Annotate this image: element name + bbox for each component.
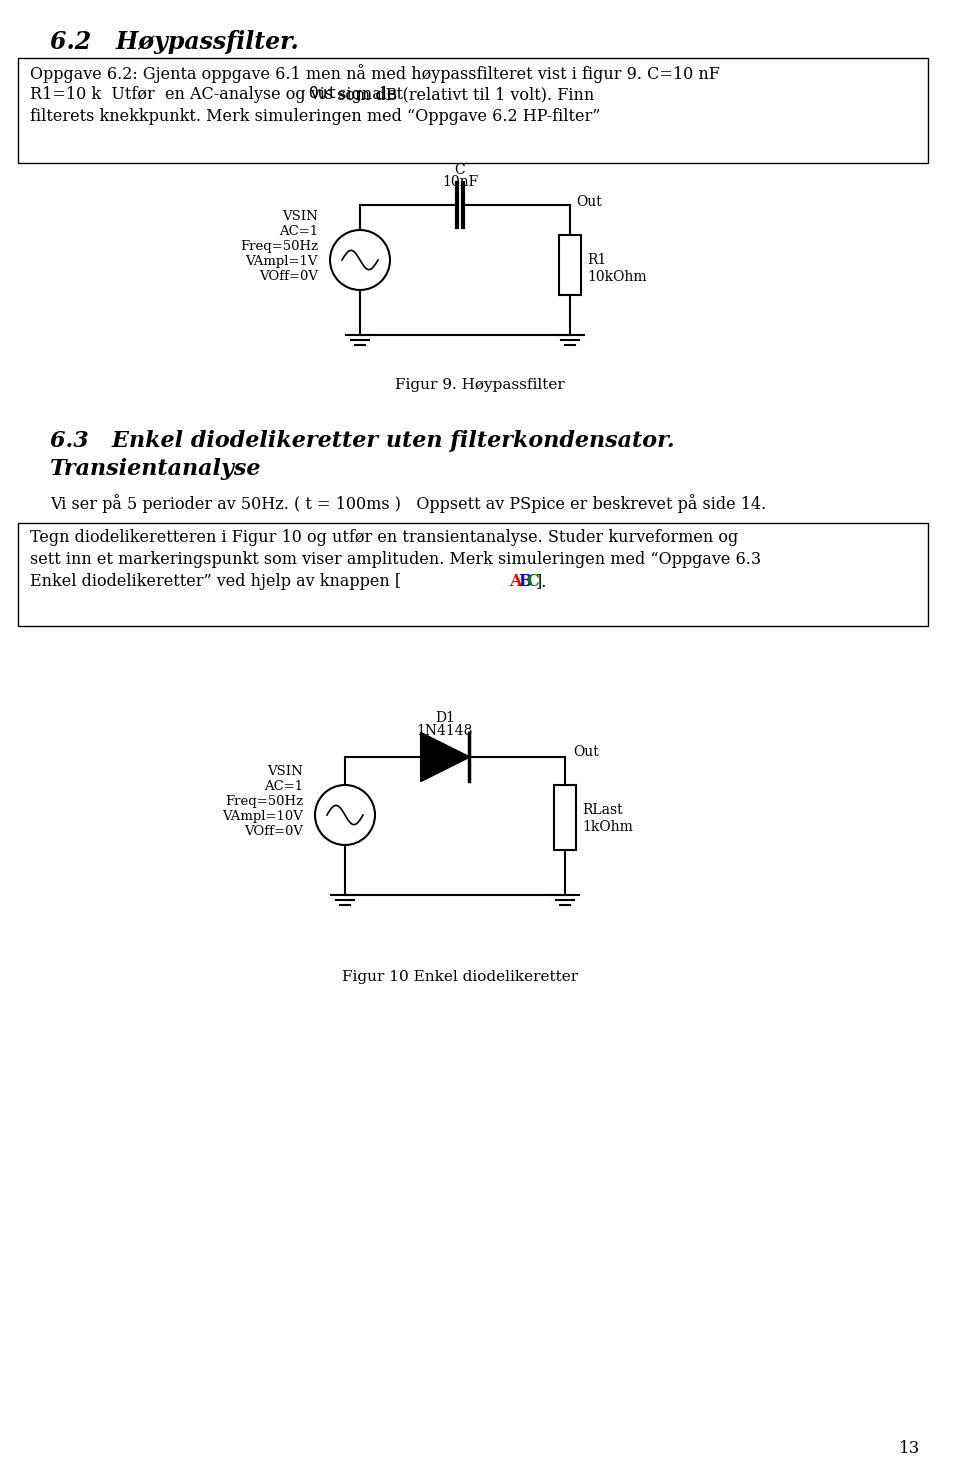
Text: 6.3   Enkel diodelikeretter uten filterkondensator.: 6.3 Enkel diodelikeretter uten filterkon… bbox=[50, 430, 675, 452]
Text: VSIN: VSIN bbox=[282, 210, 318, 223]
Text: Figur 9. Høypassfilter: Figur 9. Høypassfilter bbox=[396, 377, 564, 392]
Text: Freq=50Hz: Freq=50Hz bbox=[240, 240, 318, 254]
Text: ].: ]. bbox=[536, 573, 547, 590]
Text: filterets knekkpunkt. Merk simuleringen med “Oppgave 6.2 HP-filter”: filterets knekkpunkt. Merk simuleringen … bbox=[30, 108, 600, 125]
Text: AC=1: AC=1 bbox=[278, 224, 318, 237]
Text: som dB (relativt til 1 volt). Finn: som dB (relativt til 1 volt). Finn bbox=[332, 86, 594, 103]
Text: 10kOhm: 10kOhm bbox=[587, 270, 647, 284]
Bar bbox=[18, 523, 928, 627]
Text: VOff=0V: VOff=0V bbox=[244, 825, 303, 838]
Text: Out: Out bbox=[573, 745, 599, 759]
Text: C: C bbox=[527, 573, 540, 590]
Text: Enkel diodelikeretter” ved hjelp av knappen [: Enkel diodelikeretter” ved hjelp av knap… bbox=[30, 573, 401, 590]
Text: sett inn et markeringspunkt som viser amplituden. Merk simuleringen med “Oppgave: sett inn et markeringspunkt som viser am… bbox=[30, 551, 761, 568]
Text: 1kOhm: 1kOhm bbox=[582, 820, 633, 833]
Bar bbox=[559, 235, 581, 294]
Text: Oppgave 6.2: Gjenta oppgave 6.1 men nå med høypassfilteret vist i figur 9. C=10 : Oppgave 6.2: Gjenta oppgave 6.1 men nå m… bbox=[30, 64, 720, 83]
Text: 13: 13 bbox=[899, 1440, 920, 1457]
Text: 10nF: 10nF bbox=[442, 175, 478, 189]
Polygon shape bbox=[421, 733, 469, 781]
Text: R1: R1 bbox=[587, 254, 607, 267]
Text: 1N4148: 1N4148 bbox=[417, 724, 473, 739]
Bar bbox=[554, 785, 576, 849]
Text: Freq=50Hz: Freq=50Hz bbox=[225, 796, 303, 809]
Text: Vi ser på 5 perioder av 50Hz. ( t = 100ms )   Oppsett av PSpice er beskrevet på : Vi ser på 5 perioder av 50Hz. ( t = 100m… bbox=[50, 494, 766, 513]
Text: Out: Out bbox=[576, 195, 602, 208]
Text: VOff=0V: VOff=0V bbox=[259, 270, 318, 283]
Text: 6.2   Høypassfilter.: 6.2 Høypassfilter. bbox=[50, 31, 299, 54]
Text: Out: Out bbox=[308, 86, 337, 101]
Bar bbox=[18, 58, 928, 163]
Text: R1=10 k  Utfør  en AC-analyse og vis signalet: R1=10 k Utfør en AC-analyse og vis signa… bbox=[30, 86, 408, 103]
Text: B: B bbox=[517, 573, 532, 590]
Text: RLast: RLast bbox=[582, 803, 623, 817]
Text: VSIN: VSIN bbox=[267, 765, 303, 778]
Text: Figur 10 Enkel diodelikeretter: Figur 10 Enkel diodelikeretter bbox=[342, 970, 578, 983]
Text: Tegn diodelikeretteren i Figur 10 og utfør en transientanalyse. Studer kurveform: Tegn diodelikeretteren i Figur 10 og utf… bbox=[30, 529, 738, 546]
Text: Enkel diodelikeretter” ved hjelp av knappen [: Enkel diodelikeretter” ved hjelp av knap… bbox=[30, 573, 401, 590]
Text: VAmpl=1V: VAmpl=1V bbox=[246, 255, 318, 268]
Text: Transientanalyse: Transientanalyse bbox=[50, 457, 261, 479]
Text: AC=1: AC=1 bbox=[264, 779, 303, 793]
Text: VAmpl=10V: VAmpl=10V bbox=[222, 810, 303, 823]
Text: D1: D1 bbox=[435, 711, 455, 726]
Text: A: A bbox=[509, 573, 521, 590]
Text: C: C bbox=[455, 163, 466, 176]
